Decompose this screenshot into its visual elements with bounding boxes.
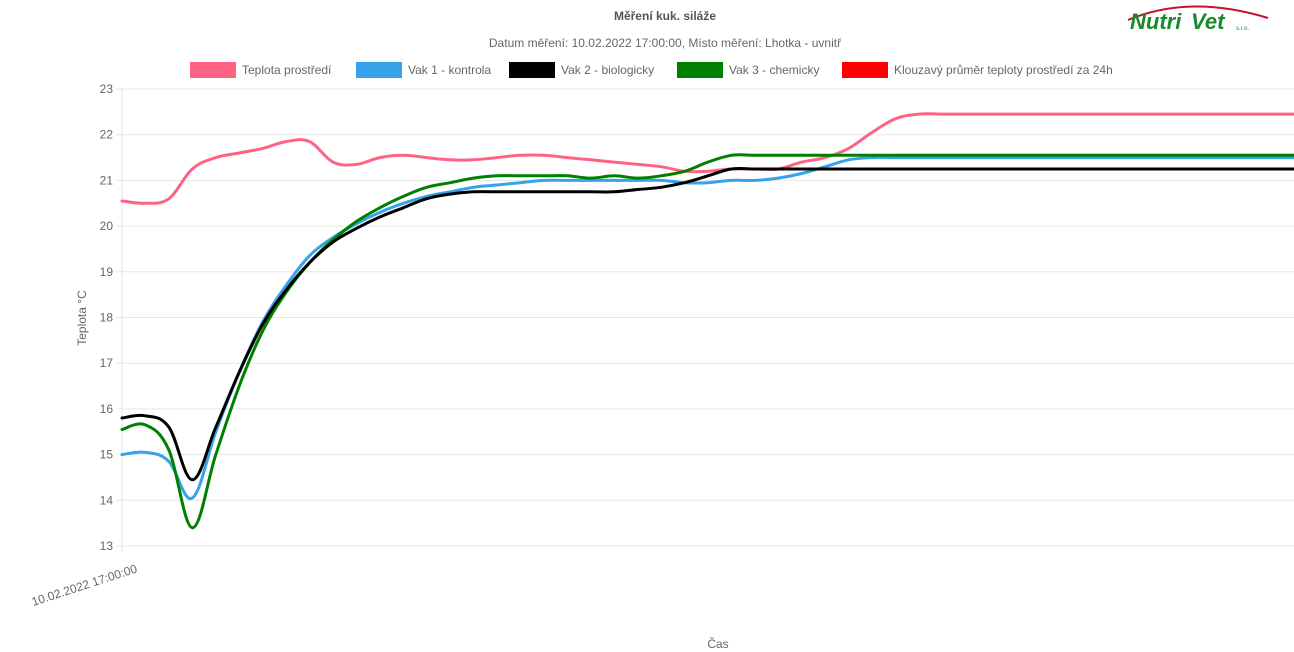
x-axis-label: Čas [707, 636, 728, 651]
nutrivet-logo: Nutri Vet s.r.o. [1127, 5, 1269, 34]
y-tick-label: 18 [100, 311, 114, 325]
series-lines [120, 112, 1294, 530]
legend-swatch [842, 62, 888, 78]
legend-swatch [509, 62, 555, 78]
y-tick-label: 20 [100, 219, 114, 233]
legend-swatch [190, 62, 236, 78]
y-axis-ticks: 13 14 15 16 17 18 19 20 21 22 23 [100, 82, 114, 553]
y-tick-label: 22 [100, 128, 114, 142]
series-line [120, 112, 1294, 205]
y-tick-label: 19 [100, 265, 114, 279]
logo-text-nutri: Nutri [1130, 9, 1182, 34]
legend: Teplota prostředí Vak 1 - kontrola Vak 2 -… [190, 62, 1113, 78]
series-line [120, 153, 1294, 530]
chart-title: Měření kuk. siláže [614, 9, 716, 23]
y-tick-label: 13 [100, 539, 114, 553]
chart-subtitle: Datum měření: 10.02.2022 17:00:00, Místo… [489, 36, 842, 50]
y-tick-label: 21 [100, 173, 114, 187]
y-tick-label: 17 [100, 356, 114, 370]
y-axis-label: Teplota °C [75, 290, 89, 346]
legend-label[interactable]: Vak 2 - biologicky [561, 63, 654, 77]
legend-label[interactable]: Klouzavý průměr teploty prostředí za 24h [894, 63, 1113, 77]
gridlines [116, 88, 1294, 552]
legend-swatch [356, 62, 402, 78]
y-tick-label: 23 [100, 82, 114, 96]
legend-label[interactable]: Vak 1 - kontrola [408, 63, 491, 77]
series-line [120, 155, 1294, 500]
series-line [120, 166, 1294, 482]
legend-swatch [677, 62, 723, 78]
logo-swoosh [1127, 5, 1269, 21]
y-tick-label: 15 [100, 448, 114, 462]
logo-suffix: s.r.o. [1236, 26, 1249, 32]
legend-label[interactable]: Vak 3 - chemicky [729, 63, 819, 77]
legend-label[interactable]: Teplota prostředí [242, 63, 332, 77]
y-tick-label: 14 [100, 493, 114, 507]
y-tick-label: 16 [100, 402, 114, 416]
x-tick-label: 10.02.2022 17:00:00 [30, 561, 139, 608]
logo-text-vet: Vet [1191, 9, 1226, 34]
